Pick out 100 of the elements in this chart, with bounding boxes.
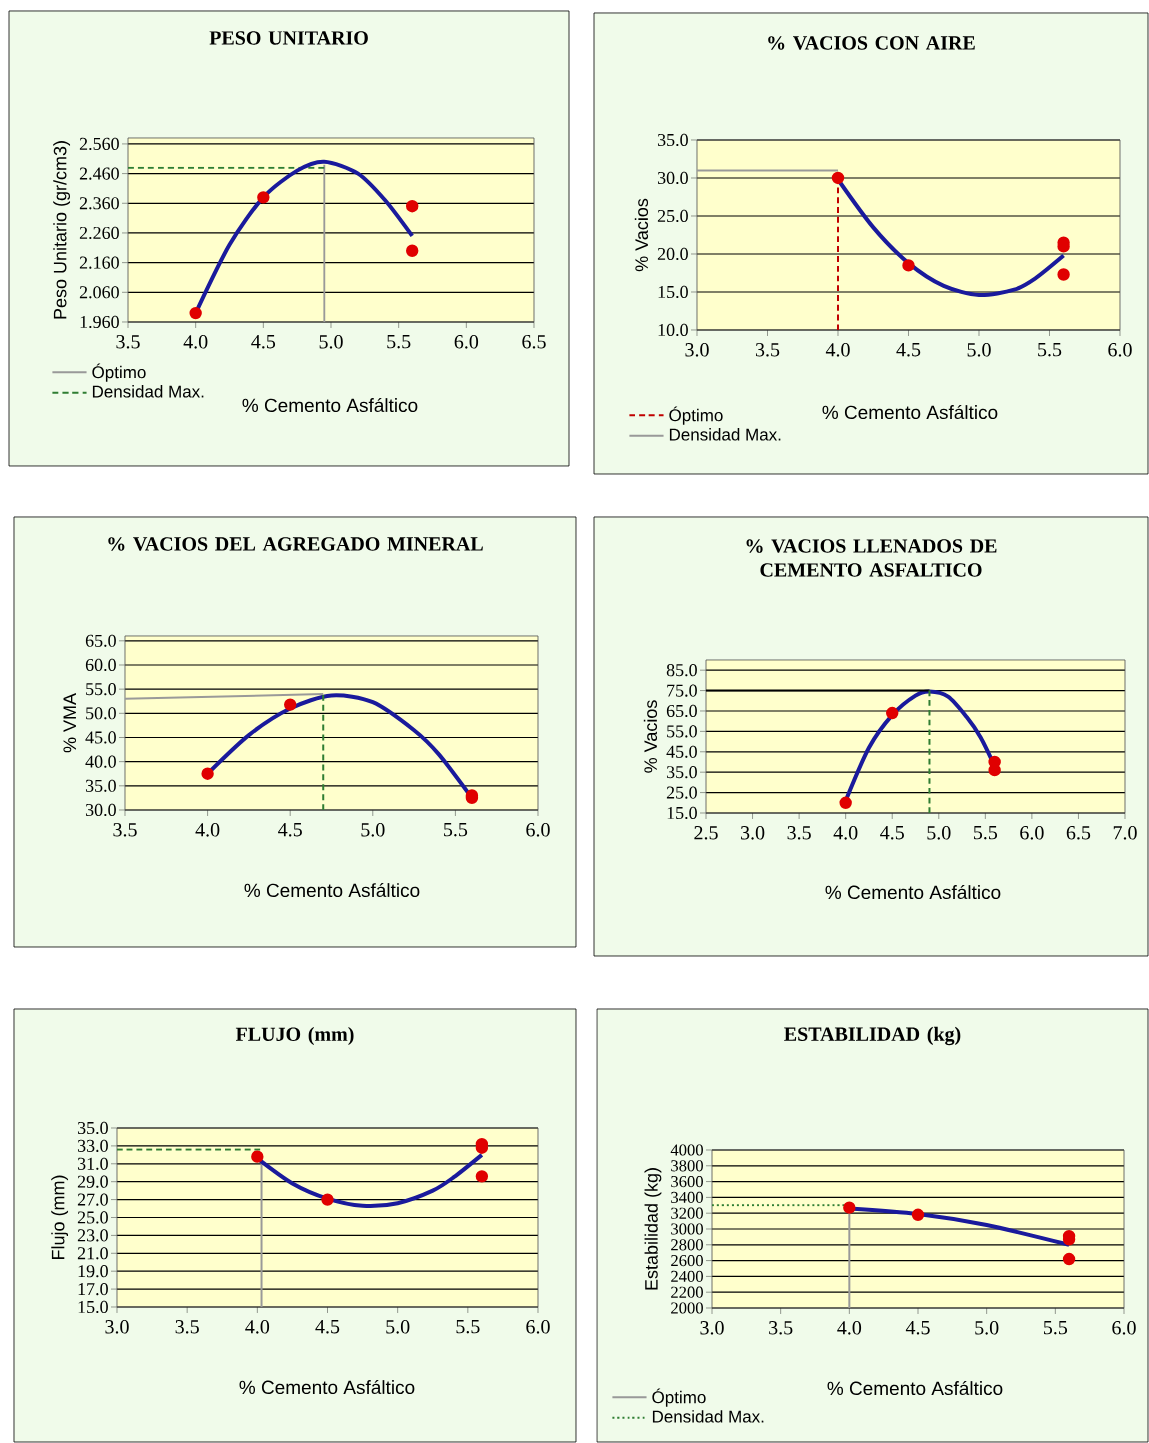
x-tick-label: 3.0 <box>105 1320 129 1334</box>
x-axis-title: % Cemento Asfáltico <box>822 404 998 420</box>
x-axis-title: % Cemento Asfáltico <box>825 884 1001 900</box>
chart-title: PESO UNITARIO <box>209 31 368 45</box>
y-tick-label: 55.0 <box>667 725 697 738</box>
y-tick-label: 27.0 <box>77 1193 108 1206</box>
x-tick-label: 5.0 <box>319 335 343 349</box>
y-axis-title: Peso Unitario (gr/cm3) <box>53 141 71 319</box>
y-tick-label: 3000 <box>671 1223 703 1235</box>
chart-title: % VACIOS DEL AGREGADO MINERAL <box>108 537 483 551</box>
x-tick-label: 5.5 <box>973 826 998 840</box>
x-tick-label: 3.5 <box>116 335 140 349</box>
x-axis-title: % Cemento Asfáltico <box>239 1379 415 1395</box>
x-tick-label: 6.5 <box>1066 826 1091 840</box>
y-tick-label: 1.960 <box>80 315 119 329</box>
x-tick-label: 6.0 <box>526 823 550 837</box>
x-axis-title: % Cemento Asfáltico <box>827 1380 1003 1396</box>
y-tick-label: 2.460 <box>79 167 119 180</box>
legend-label: Densidad Max. <box>652 1410 764 1423</box>
y-tick-label: 50.0 <box>86 707 116 720</box>
x-tick-label: 5.0 <box>361 823 385 837</box>
x-tick-label: 4.0 <box>183 335 208 349</box>
y-tick-label: 85.0 <box>666 664 697 677</box>
y-tick-label: 65.0 <box>85 634 116 647</box>
y-tick-label: 30.0 <box>657 171 688 185</box>
y-tick-label: 30.0 <box>85 803 116 817</box>
x-tick-label: 6.0 <box>454 335 479 349</box>
y-tick-label: 2.560 <box>79 137 119 151</box>
y-tick-label: 3800 <box>671 1160 703 1172</box>
y-tick-label: 2.060 <box>79 286 119 299</box>
legend-label: Densidad Max. <box>669 428 781 441</box>
y-tick-label: 35.0 <box>657 133 688 147</box>
y-tick-label: 10.0 <box>658 323 688 337</box>
chart-title: % VACIOS CON AIRE <box>768 36 975 50</box>
y-tick-label: 75.0 <box>667 684 697 697</box>
y-tick-label: 20.0 <box>657 247 688 261</box>
y-tick-label: 25.0 <box>657 209 688 223</box>
x-tick-label: 3.0 <box>685 343 709 357</box>
chart-title: % VACIOS LLENADOS DE CEMENTO ASFALTICO <box>746 539 997 577</box>
x-tick-label: 3.0 <box>741 826 765 840</box>
x-tick-label: 6.0 <box>526 1320 550 1334</box>
y-tick-label: 15.0 <box>658 285 688 299</box>
x-tick-label: 4.5 <box>905 1321 930 1335</box>
y-tick-label: 35.0 <box>77 1121 108 1135</box>
x-tick-label: 3.5 <box>787 826 811 840</box>
y-tick-label: 2400 <box>671 1270 703 1282</box>
y-tick-label: 35.0 <box>85 779 116 792</box>
x-tick-label: 4.0 <box>195 823 220 837</box>
x-tick-label: 5.0 <box>967 343 991 357</box>
x-axis-title: % Cemento Asfáltico <box>244 882 420 898</box>
x-tick-label: 6.0 <box>1108 343 1132 357</box>
x-tick-label: 4.0 <box>245 1320 270 1334</box>
chart-title: FLUJO (mm) <box>235 1026 354 1046</box>
x-tick-label: 4.5 <box>315 1320 340 1334</box>
y-tick-label: 21.0 <box>77 1247 108 1260</box>
y-axis-title: % Vacios <box>634 198 649 272</box>
y-axis-title: Flujo (mm) <box>51 1175 69 1260</box>
y-axis-title: Estabilidad (kg) <box>644 1168 662 1290</box>
y-tick-label: 2000 <box>671 1302 703 1314</box>
x-tick-label: 5.0 <box>975 1321 999 1335</box>
x-tick-label: 4.5 <box>880 826 904 840</box>
y-tick-label: 23.0 <box>77 1229 108 1242</box>
y-tick-label: 29.0 <box>77 1175 108 1188</box>
y-tick-label: 55.0 <box>86 683 116 696</box>
x-tick-label: 4.0 <box>825 343 850 357</box>
x-tick-label: 4.0 <box>837 1321 862 1335</box>
x-tick-label: 5.0 <box>386 1320 410 1334</box>
y-tick-label: 15.0 <box>667 806 697 820</box>
y-axis-title: % Vacios <box>643 700 658 773</box>
y-tick-label: 19.0 <box>78 1265 108 1278</box>
y-tick-label: 2800 <box>671 1239 703 1251</box>
legend-label: Óptimo <box>92 363 146 382</box>
y-axis-title: % VMA <box>63 693 77 753</box>
x-tick-label: 6.5 <box>522 335 546 349</box>
x-tick-label: 5.0 <box>927 826 951 840</box>
x-tick-label: 6.0 <box>1020 826 1044 840</box>
x-tick-label: 5.5 <box>1044 1321 1068 1335</box>
x-tick-label: 5.5 <box>1038 343 1062 357</box>
y-tick-label: 3200 <box>671 1207 703 1219</box>
x-tick-label: 2.5 <box>694 826 718 840</box>
x-tick-label: 3.5 <box>113 823 137 837</box>
x-tick-label: 3.0 <box>700 1321 724 1335</box>
x-tick-label: 4.5 <box>896 343 921 357</box>
x-tick-label: 4.0 <box>833 826 858 840</box>
y-tick-label: 15.0 <box>78 1300 108 1314</box>
y-tick-label: 3600 <box>671 1175 703 1188</box>
x-tick-label: 5.5 <box>444 823 468 837</box>
y-tick-label: 4000 <box>670 1144 703 1156</box>
y-tick-label: 60.0 <box>85 658 116 672</box>
x-tick-label: 4.5 <box>278 823 302 837</box>
x-tick-label: 4.5 <box>251 335 276 349</box>
x-axis-title: % Cemento Asfáltico <box>242 397 418 413</box>
y-tick-label: 3400 <box>671 1191 703 1203</box>
y-tick-label: 33.0 <box>77 1139 108 1152</box>
y-tick-label: 2.160 <box>79 256 119 269</box>
x-tick-label: 5.5 <box>387 335 411 349</box>
y-tick-label: 65.0 <box>666 704 697 718</box>
x-tick-label: 3.5 <box>175 1320 199 1334</box>
chart-title: ESTABILIDAD (kg) <box>784 1026 961 1046</box>
y-tick-label: 2600 <box>671 1254 703 1267</box>
